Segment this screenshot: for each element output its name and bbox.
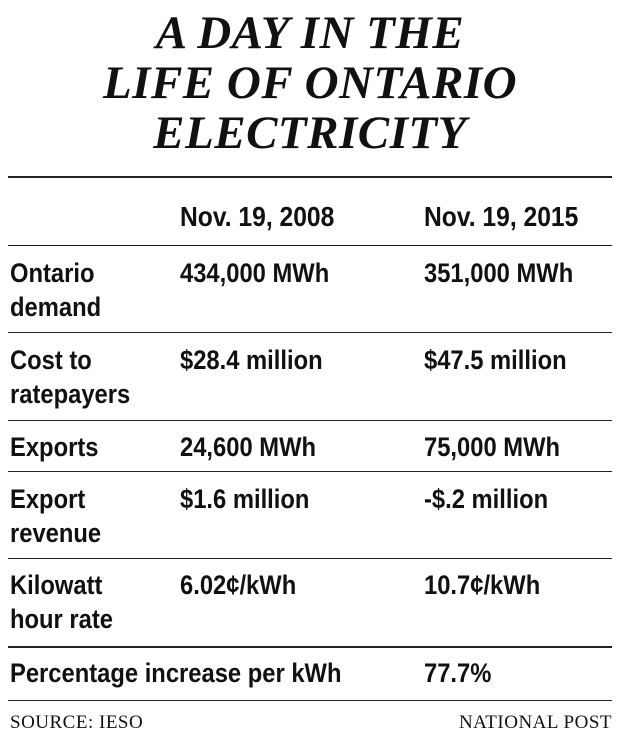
page-title: A DAY IN THE LIFE OF ONTARIO ELECTRICITY xyxy=(0,8,620,158)
column-header-2015: Nov. 19, 2015 xyxy=(424,201,579,232)
row-divider xyxy=(8,332,612,333)
value-exports-2015: 75,000 MWh xyxy=(424,432,561,462)
row-label-cost-to-ratepayers: Cost to ratepayers xyxy=(10,345,131,409)
value-kilowatt-hour-rate-2015: 10.7¢/kWh xyxy=(424,570,541,600)
row-divider xyxy=(8,558,612,559)
row-label-ontario-demand: Ontario demand xyxy=(10,258,102,322)
source-credit: SOURCE: IESO xyxy=(10,712,144,733)
value-kilowatt-hour-rate-2008: 6.02¢/kWh xyxy=(180,570,297,600)
title-line-3: ELECTRICITY xyxy=(153,107,467,159)
summary-divider xyxy=(8,646,612,648)
row-divider xyxy=(8,471,612,472)
row-label-exports: Exports xyxy=(10,432,99,462)
footer-divider xyxy=(8,700,612,701)
row-divider xyxy=(8,245,612,246)
row-divider xyxy=(8,420,612,421)
value-exports-2008: 24,600 MWh xyxy=(180,432,317,462)
title-line-2: LIFE OF ONTARIO xyxy=(102,57,518,109)
row-label-kilowatt-hour-rate: Kilowatt hour rate xyxy=(10,570,113,634)
title-line-1: A DAY IN THE xyxy=(155,7,465,59)
summary-value: 77.7% xyxy=(424,658,492,688)
summary-label: Percentage increase per kWh xyxy=(10,658,342,688)
value-export-revenue-2008: $1.6 million xyxy=(180,484,310,514)
title-divider xyxy=(8,176,612,178)
value-cost-to-ratepayers-2015: $47.5 million xyxy=(424,345,567,375)
column-header-2008: Nov. 19, 2008 xyxy=(180,201,335,232)
publisher-credit: NATIONAL POST xyxy=(458,712,612,733)
value-cost-to-ratepayers-2008: $28.4 million xyxy=(180,345,323,375)
value-ontario-demand-2008: 434,000 MWh xyxy=(180,258,330,288)
value-export-revenue-2015: -$.2 million xyxy=(424,484,549,514)
row-label-export-revenue: Export revenue xyxy=(10,484,102,548)
value-ontario-demand-2015: 351,000 MWh xyxy=(424,258,574,288)
